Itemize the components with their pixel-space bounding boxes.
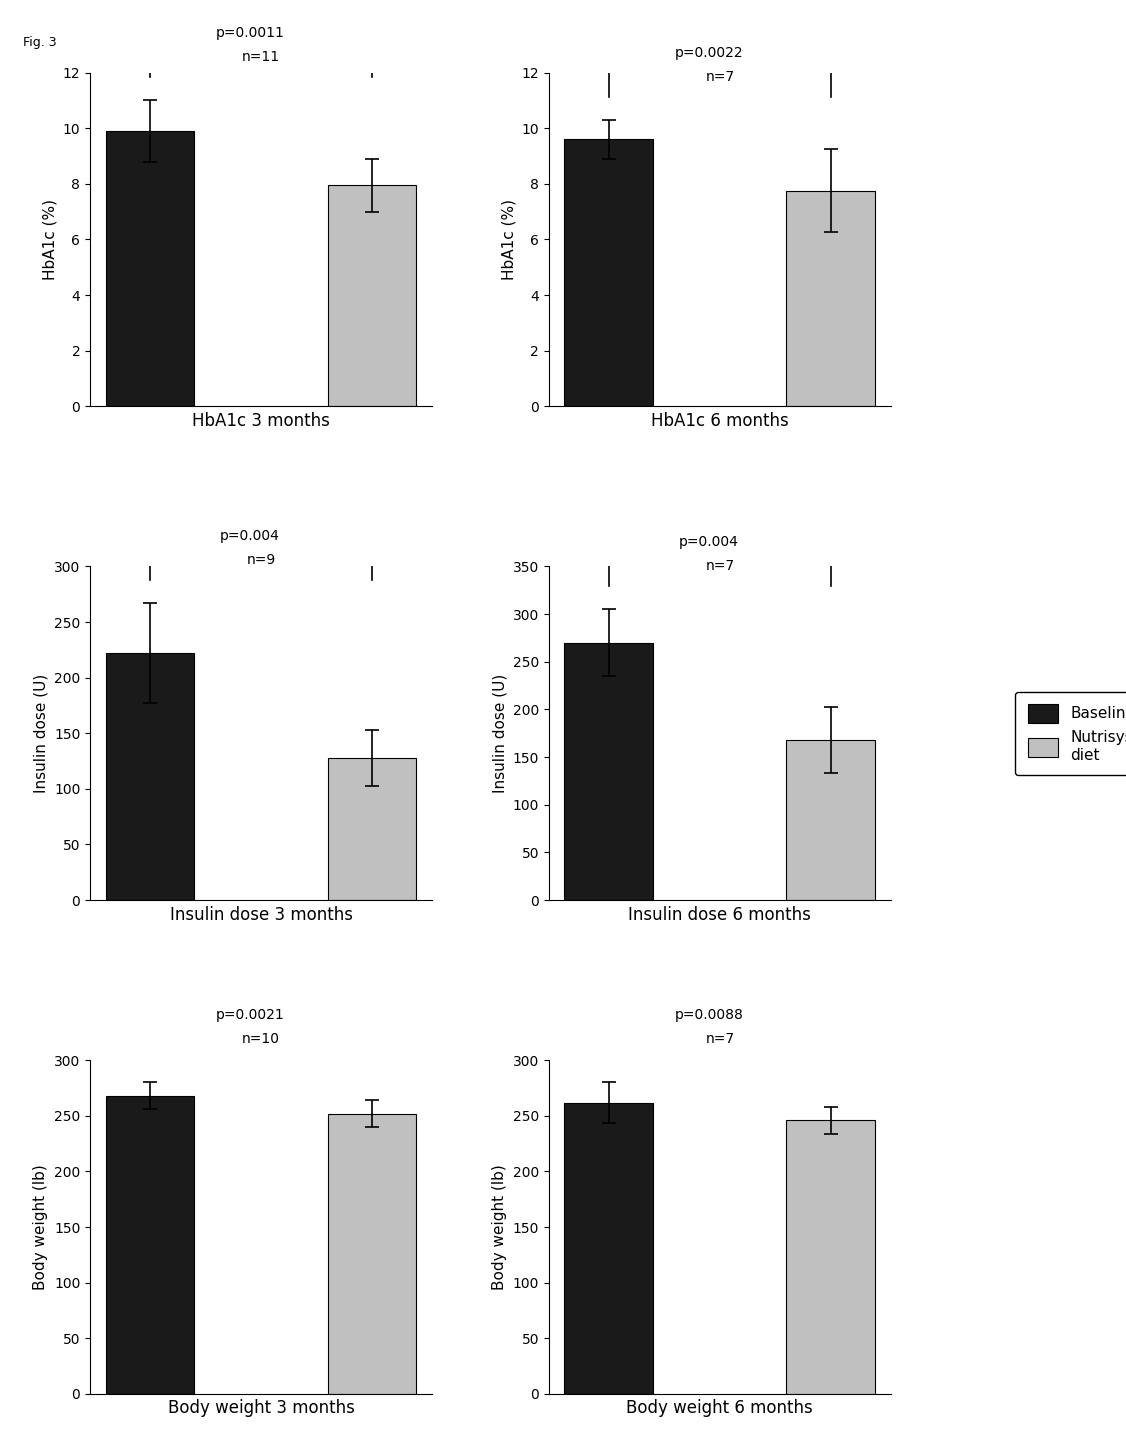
Bar <box>328 758 417 900</box>
Bar <box>564 139 653 407</box>
Bar <box>328 186 417 407</box>
X-axis label: Insulin dose 6 months: Insulin dose 6 months <box>628 906 812 923</box>
X-axis label: HbA1c 6 months: HbA1c 6 months <box>651 412 788 430</box>
Bar <box>564 1102 653 1394</box>
Text: n=7: n=7 <box>705 1032 734 1047</box>
Text: n=7: n=7 <box>705 70 734 84</box>
X-axis label: Insulin dose 3 months: Insulin dose 3 months <box>170 906 352 923</box>
Bar <box>786 1121 875 1394</box>
Text: n=10: n=10 <box>242 1032 280 1047</box>
Text: p=0.0088: p=0.0088 <box>674 1009 743 1022</box>
Y-axis label: Body weight (lb): Body weight (lb) <box>492 1165 507 1289</box>
X-axis label: Body weight 3 months: Body weight 3 months <box>168 1400 355 1417</box>
Y-axis label: HbA1c (%): HbA1c (%) <box>42 199 57 280</box>
Text: p=0.0011: p=0.0011 <box>215 26 285 41</box>
Text: p=0.0021: p=0.0021 <box>215 1009 284 1022</box>
Text: n=9: n=9 <box>247 553 276 568</box>
Y-axis label: Insulin dose (U): Insulin dose (U) <box>492 674 507 793</box>
Y-axis label: Insulin dose (U): Insulin dose (U) <box>34 674 48 793</box>
Y-axis label: Body weight (lb): Body weight (lb) <box>34 1165 48 1289</box>
Bar <box>328 1114 417 1394</box>
X-axis label: Body weight 6 months: Body weight 6 months <box>626 1400 813 1417</box>
Bar <box>786 190 875 407</box>
Text: p=0.0022: p=0.0022 <box>674 46 743 60</box>
Text: n=11: n=11 <box>242 51 280 64</box>
Bar <box>786 741 875 900</box>
Bar <box>106 1096 195 1394</box>
Text: Fig. 3: Fig. 3 <box>23 36 56 49</box>
Bar <box>564 643 653 900</box>
Bar <box>106 131 195 407</box>
Y-axis label: HbA1c (%): HbA1c (%) <box>501 199 516 280</box>
Text: p=0.004: p=0.004 <box>679 536 739 549</box>
Legend: Baseline, Nutrisystem
diet: Baseline, Nutrisystem diet <box>1016 691 1126 775</box>
X-axis label: HbA1c 3 months: HbA1c 3 months <box>193 412 330 430</box>
Text: p=0.004: p=0.004 <box>220 529 280 543</box>
Bar <box>106 653 195 900</box>
Text: n=7: n=7 <box>705 559 734 574</box>
